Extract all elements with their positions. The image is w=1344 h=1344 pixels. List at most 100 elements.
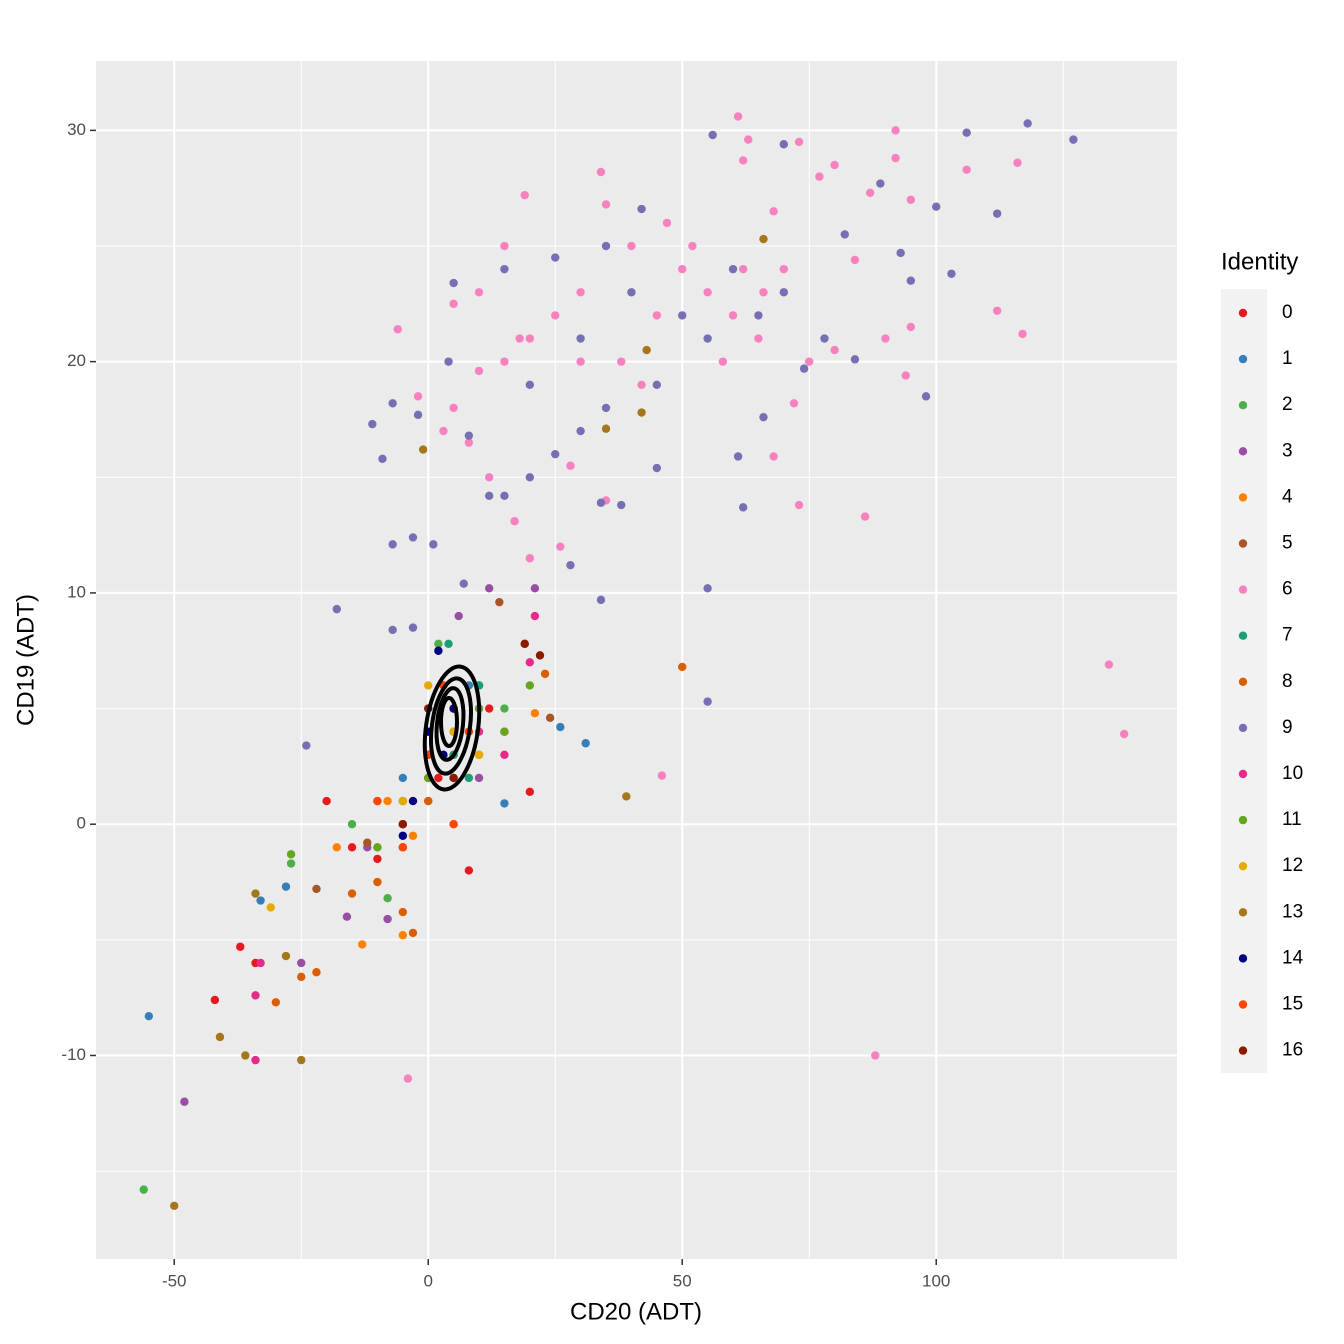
point [556, 542, 565, 551]
point [144, 1011, 154, 1021]
point [1013, 158, 1022, 167]
x-axis-title: CD20 (ADT) [570, 1298, 702, 1325]
point [525, 554, 535, 563]
point [617, 357, 626, 366]
y-axis-title: CD19 (ADT) [12, 594, 39, 726]
point [769, 207, 778, 216]
point [581, 739, 590, 748]
point [256, 958, 265, 968]
point [434, 646, 443, 655]
point [881, 334, 890, 343]
point [251, 889, 260, 898]
point [347, 843, 357, 852]
point [398, 796, 408, 806]
point [393, 325, 402, 334]
point [738, 156, 748, 165]
point [1119, 729, 1129, 739]
point [779, 288, 789, 297]
axes: -50 0 50 100 -10 0 10 20 30 [61, 120, 950, 1291]
point [627, 288, 636, 297]
point [901, 371, 910, 380]
point [500, 491, 509, 500]
point [876, 179, 885, 188]
point [434, 639, 443, 649]
point [495, 597, 504, 607]
legend-swatch [1238, 493, 1248, 502]
legend-label: 3 [1282, 440, 1293, 461]
point [454, 611, 463, 621]
point [500, 241, 509, 251]
point [500, 264, 509, 274]
legend-swatch [1238, 908, 1248, 917]
legend-label: 16 [1282, 1040, 1303, 1061]
point [576, 334, 585, 343]
point [601, 403, 611, 413]
point [525, 787, 535, 797]
point [637, 408, 646, 417]
point [408, 533, 418, 542]
point [418, 445, 428, 454]
point [657, 771, 667, 780]
point [551, 449, 560, 459]
legend-swatch [1238, 401, 1248, 410]
point [1104, 660, 1114, 669]
point [251, 991, 260, 1000]
point [449, 299, 458, 309]
point [733, 452, 743, 461]
point [871, 1051, 880, 1060]
point [236, 942, 245, 951]
point [545, 713, 555, 723]
point [413, 410, 423, 420]
point [708, 130, 717, 140]
point [474, 750, 484, 760]
legend-label: 11 [1282, 809, 1302, 830]
point [434, 773, 443, 783]
point [759, 412, 768, 422]
point [383, 796, 392, 806]
contour [422, 664, 482, 792]
point [449, 820, 458, 829]
point [906, 322, 916, 332]
point [891, 153, 900, 163]
point [251, 1055, 260, 1065]
point [754, 334, 763, 343]
point [424, 796, 433, 806]
x-tick-label: 0 [423, 1271, 432, 1290]
point [718, 357, 728, 366]
point [297, 958, 306, 968]
point [566, 461, 575, 470]
point [215, 1032, 225, 1042]
point [992, 209, 1002, 218]
point [464, 438, 474, 447]
point [484, 491, 494, 500]
legend-swatch [1238, 723, 1248, 733]
point [271, 998, 281, 1007]
point [622, 792, 631, 801]
point [408, 796, 418, 806]
point [398, 820, 408, 829]
point [891, 126, 900, 135]
point [180, 1097, 189, 1106]
point [398, 843, 408, 852]
point [637, 204, 646, 214]
point [728, 264, 738, 274]
point [449, 278, 458, 288]
legend-label: 6 [1282, 579, 1293, 600]
point [906, 276, 916, 285]
legend-label: 2 [1282, 394, 1293, 415]
point [398, 773, 408, 783]
point [373, 843, 382, 852]
point [429, 540, 438, 549]
point [520, 190, 529, 200]
point [596, 595, 606, 605]
point [703, 288, 712, 297]
legend-label: 13 [1282, 901, 1303, 922]
grid [96, 61, 1177, 1259]
x-tick-label: 100 [922, 1271, 950, 1290]
x-tick-label: 50 [673, 1271, 692, 1290]
point [210, 995, 220, 1005]
point [368, 419, 377, 429]
legend-swatch [1238, 1046, 1248, 1055]
point [525, 473, 535, 482]
point [297, 972, 306, 982]
